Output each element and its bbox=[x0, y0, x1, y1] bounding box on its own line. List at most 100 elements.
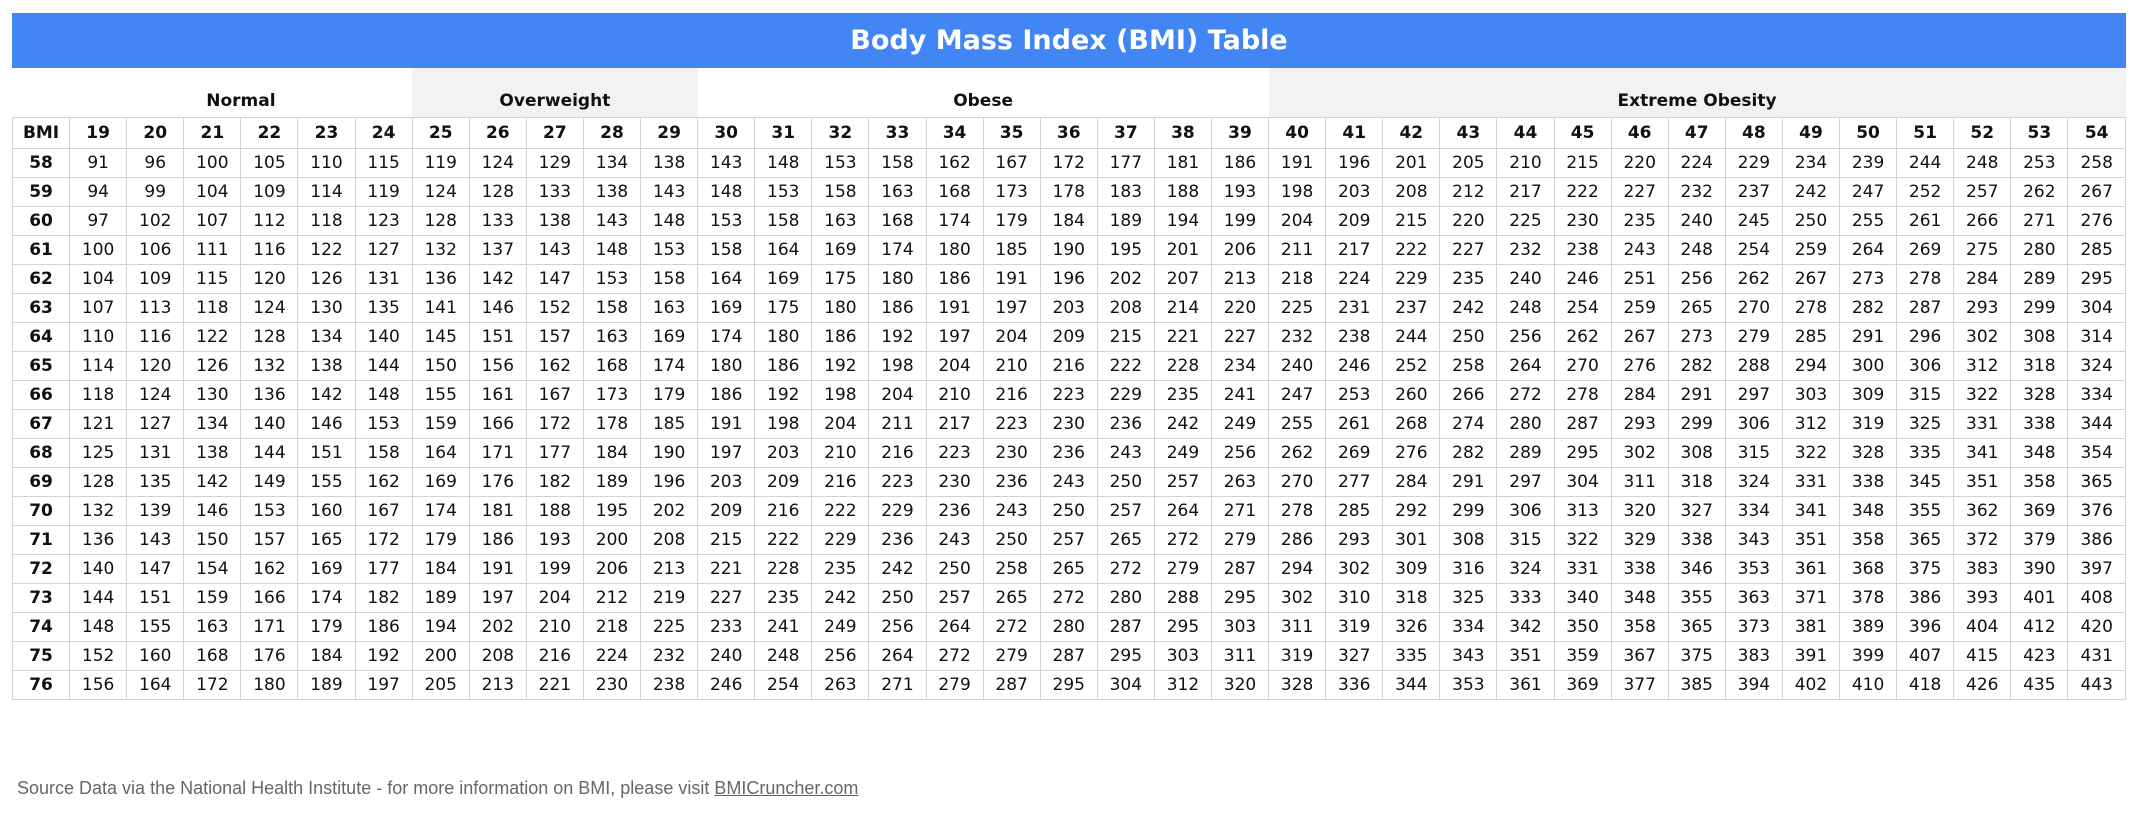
weight-cell: 304 bbox=[2067, 293, 2126, 323]
weight-cell: 132 bbox=[69, 496, 128, 526]
weight-cell: 407 bbox=[1896, 641, 1955, 671]
weight-cell: 100 bbox=[183, 148, 242, 178]
weight-cell: 278 bbox=[1553, 380, 1612, 410]
weight-cell: 219 bbox=[640, 583, 699, 613]
weight-cell: 153 bbox=[811, 148, 870, 178]
weight-cell: 249 bbox=[811, 612, 870, 642]
footer-text: Source Data via the National Health Inst… bbox=[17, 778, 710, 798]
weight-cell: 216 bbox=[982, 380, 1041, 410]
weight-cell: 207 bbox=[1153, 264, 1212, 294]
weight-cell: 175 bbox=[754, 293, 813, 323]
weight-cell: 227 bbox=[1439, 235, 1498, 265]
weight-cell: 345 bbox=[1896, 467, 1955, 497]
weight-cell: 131 bbox=[354, 264, 413, 294]
data-row: 70 132 139 146 153 160 167 174 181 188 195 202 209 21… bbox=[11, 496, 2126, 526]
weight-cell: 107 bbox=[183, 206, 242, 236]
data-row: 60 97 102 107 112 118 123 128 133 138 143 148 153 158… bbox=[11, 206, 2126, 236]
weight-cell: 110 bbox=[69, 322, 128, 352]
weight-cell: 173 bbox=[582, 380, 642, 410]
data-row: 63 107 113 118 124 130 135 141 146 152 158 163 169 17… bbox=[11, 293, 2126, 323]
weight-cell: 148 bbox=[354, 380, 413, 410]
weight-cell: 176 bbox=[240, 641, 299, 671]
weight-cell: 138 bbox=[525, 206, 584, 236]
weight-cell: 169 bbox=[754, 264, 813, 294]
height-label: 61 bbox=[11, 235, 71, 265]
weight-cell: 157 bbox=[240, 525, 299, 555]
weight-cell: 383 bbox=[1724, 641, 1783, 671]
weight-cell: 326 bbox=[1382, 612, 1441, 642]
weight-cell: 218 bbox=[582, 612, 642, 642]
weight-cell: 121 bbox=[69, 409, 128, 439]
weight-cell: 217 bbox=[1325, 235, 1384, 265]
weight-cell: 229 bbox=[1724, 148, 1783, 178]
footer-link[interactable]: BMICruncher.com bbox=[714, 778, 859, 798]
weight-cell: 142 bbox=[468, 264, 527, 294]
weight-cell: 257 bbox=[1953, 177, 2012, 207]
weight-cell: 128 bbox=[240, 322, 299, 352]
bmi-table: Normal Overweight Obese Extreme Obesity BMI 1… bbox=[11, 68, 2126, 700]
weight-cell: 130 bbox=[183, 380, 242, 410]
weight-cell: 343 bbox=[1724, 525, 1783, 555]
weight-cell: 276 bbox=[1610, 351, 1669, 381]
weight-cell: 114 bbox=[297, 177, 356, 207]
weight-cell: 202 bbox=[1096, 264, 1155, 294]
weight-cell: 397 bbox=[2067, 554, 2126, 584]
weight-cell: 209 bbox=[1039, 322, 1098, 352]
weight-cell: 302 bbox=[1953, 322, 2012, 352]
weight-cell: 150 bbox=[411, 351, 470, 381]
weight-cell: 216 bbox=[1039, 351, 1098, 381]
bmi-label: 30 bbox=[697, 117, 756, 149]
weight-cell: 163 bbox=[183, 612, 242, 642]
weight-cell: 293 bbox=[1325, 525, 1384, 555]
weight-cell: 223 bbox=[982, 409, 1041, 439]
weight-cell: 238 bbox=[640, 670, 699, 700]
weight-cell: 133 bbox=[468, 206, 527, 236]
weight-cell: 248 bbox=[754, 641, 813, 671]
weight-cell: 310 bbox=[1325, 583, 1384, 613]
weight-cell: 292 bbox=[1382, 496, 1441, 526]
weight-cell: 275 bbox=[1953, 235, 2012, 265]
weight-cell: 151 bbox=[468, 322, 527, 352]
weight-cell: 246 bbox=[1553, 264, 1612, 294]
data-row: 76 156 164 172 180 189 197 205 213 221 230 238 246 25… bbox=[11, 670, 2126, 700]
weight-cell: 109 bbox=[240, 177, 299, 207]
weight-cell: 180 bbox=[811, 293, 870, 323]
weight-cell: 308 bbox=[1667, 438, 1726, 468]
bmi-label: 50 bbox=[1838, 117, 1898, 149]
weight-cell: 156 bbox=[69, 670, 128, 700]
weight-cell: 191 bbox=[982, 264, 1041, 294]
weight-cell: 303 bbox=[1153, 641, 1212, 671]
weight-cell: 243 bbox=[1096, 438, 1155, 468]
weight-cell: 189 bbox=[297, 670, 356, 700]
weight-cell: 287 bbox=[1553, 409, 1612, 439]
weight-cell: 196 bbox=[1325, 148, 1384, 178]
weight-cell: 203 bbox=[754, 438, 813, 468]
weight-cell: 167 bbox=[982, 148, 1041, 178]
weight-cell: 194 bbox=[411, 612, 470, 642]
weight-cell: 142 bbox=[183, 467, 242, 497]
weight-cell: 286 bbox=[1268, 525, 1327, 555]
weight-cell: 229 bbox=[868, 496, 927, 526]
bmi-label: 21 bbox=[183, 117, 242, 149]
weight-cell: 156 bbox=[468, 351, 527, 381]
weight-cell: 257 bbox=[1153, 467, 1212, 497]
height-label: 70 bbox=[11, 496, 71, 526]
weight-cell: 213 bbox=[468, 670, 527, 700]
weight-cell: 426 bbox=[1953, 670, 2012, 700]
weight-cell: 331 bbox=[1781, 467, 1841, 497]
weight-cell: 221 bbox=[1153, 322, 1212, 352]
weight-cell: 267 bbox=[2067, 177, 2126, 207]
weight-cell: 278 bbox=[1781, 293, 1841, 323]
weight-cell: 263 bbox=[811, 670, 870, 700]
weight-cell: 248 bbox=[1953, 148, 2012, 178]
height-label: 69 bbox=[11, 467, 71, 497]
weight-cell: 126 bbox=[183, 351, 242, 381]
weight-cell: 322 bbox=[1553, 525, 1612, 555]
weight-cell: 320 bbox=[1210, 670, 1270, 700]
weight-cell: 322 bbox=[1781, 438, 1841, 468]
weight-cell: 245 bbox=[1724, 206, 1783, 236]
weight-cell: 252 bbox=[1382, 351, 1441, 381]
weight-cell: 375 bbox=[1896, 554, 1955, 584]
weight-cell: 383 bbox=[1953, 554, 2012, 584]
weight-cell: 186 bbox=[697, 380, 756, 410]
